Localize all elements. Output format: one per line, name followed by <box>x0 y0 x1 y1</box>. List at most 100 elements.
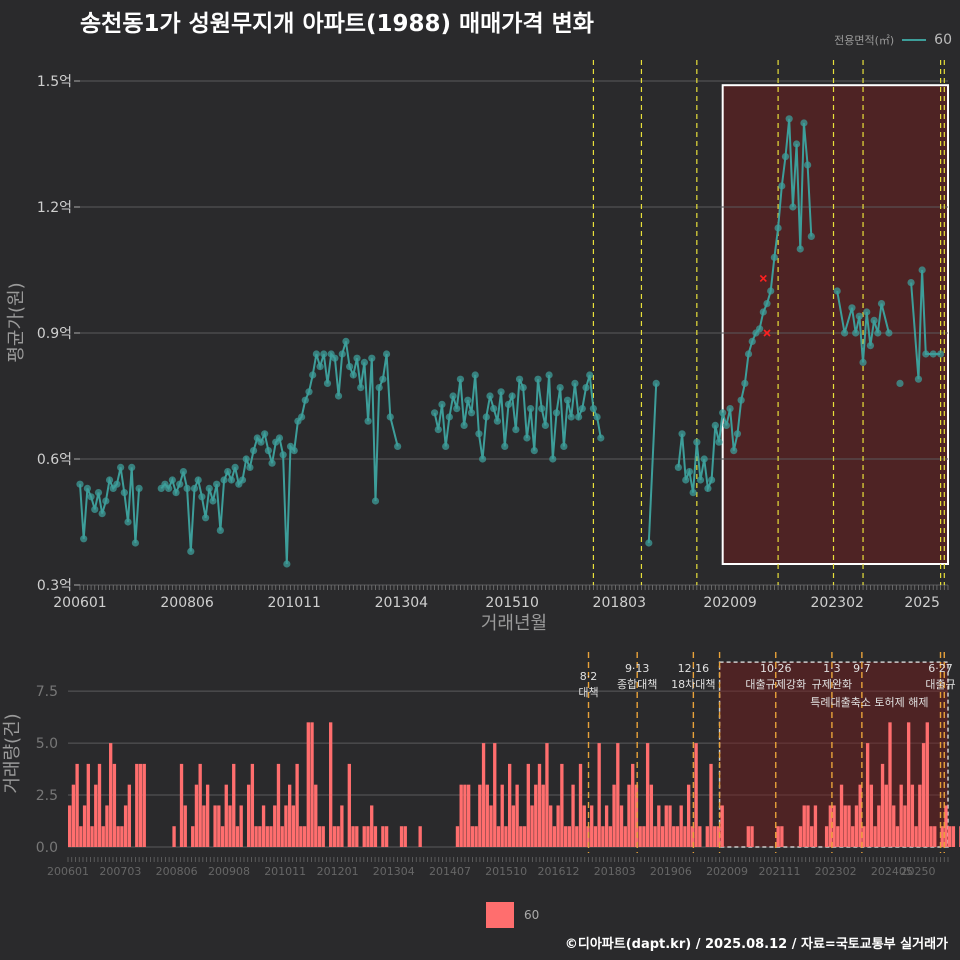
volume-bar <box>351 826 355 847</box>
price-point <box>490 405 498 413</box>
price-point <box>678 430 686 438</box>
price-point <box>493 417 501 425</box>
x-tick-label: 201803 <box>594 865 636 878</box>
price-point <box>504 400 513 408</box>
volume-bar <box>552 826 557 847</box>
volume-bar <box>284 805 288 847</box>
volume-bar <box>403 826 407 847</box>
volume-bar <box>135 763 139 847</box>
price-point <box>545 371 553 379</box>
volume-bar <box>366 826 370 847</box>
x-tick-label: 200601 <box>53 595 106 611</box>
volume-bar <box>567 826 571 847</box>
price-point <box>309 371 317 379</box>
price-point <box>105 476 114 484</box>
policy-annotation-date: 9·7 <box>853 662 871 675</box>
volume-bar <box>254 826 258 847</box>
volume-bar <box>623 826 627 847</box>
x-tick-label: 201304 <box>373 865 415 878</box>
volume-bar <box>213 805 217 847</box>
x-tick-label: 202302 <box>815 865 857 878</box>
volume-bar <box>705 826 709 847</box>
y-tick-label: 0.3억 <box>37 578 72 594</box>
volume-bar <box>232 763 236 847</box>
volume-bar <box>493 743 497 847</box>
volume-bar <box>302 826 307 847</box>
volume-bar <box>880 763 885 847</box>
volume-bar <box>508 763 512 847</box>
volume-bar <box>370 805 374 847</box>
volume-bar <box>810 826 814 847</box>
volume-bar <box>217 805 221 847</box>
price-point <box>937 350 945 358</box>
price-point <box>778 182 786 190</box>
x-tick-label: 201011 <box>264 865 306 878</box>
volume-bar <box>545 743 549 847</box>
volume-bar <box>94 784 98 847</box>
x-tick-label: 202009 <box>703 595 756 611</box>
price-point <box>187 547 195 556</box>
volume-bar <box>340 805 344 847</box>
price-point <box>449 392 457 400</box>
volume-bar <box>381 826 385 847</box>
x-tick-label: 200806 <box>156 865 198 878</box>
price-point <box>279 451 287 459</box>
price-point <box>807 232 815 240</box>
volume-bar <box>612 784 616 847</box>
volume-bar <box>90 826 94 847</box>
y-tick-label: 0.6억 <box>37 452 72 468</box>
volume-bar <box>575 826 579 847</box>
volume-bar <box>675 826 680 847</box>
volume-bar <box>690 826 695 847</box>
price-point <box>541 421 549 429</box>
volume-bar <box>265 826 269 847</box>
volume-bar <box>813 805 818 847</box>
policy-annotation-date: 9·13 <box>625 662 650 675</box>
volume-bar <box>530 805 534 847</box>
volume-bar <box>832 805 836 847</box>
price-point <box>91 505 99 513</box>
volume-bar <box>593 826 598 847</box>
price-point <box>482 413 490 421</box>
price-point <box>696 476 705 484</box>
price-point <box>98 509 106 518</box>
volume-bar <box>295 763 299 847</box>
price-point <box>205 484 213 492</box>
price-point <box>578 405 586 413</box>
red-marker <box>763 329 771 337</box>
price-point <box>556 384 564 392</box>
volume-bar <box>839 784 844 847</box>
price-point <box>870 316 878 324</box>
volume-bar <box>332 826 337 847</box>
y-axis-title: 평균가(원) <box>6 282 27 362</box>
price-point <box>552 409 561 417</box>
price-point <box>94 489 103 497</box>
volume-bar <box>179 763 184 847</box>
price-point <box>866 342 875 350</box>
y-tick-label: 1.2억 <box>37 200 72 216</box>
legend-line-swatch <box>902 39 927 41</box>
volume-bar <box>79 826 83 847</box>
volume-bar <box>571 784 575 847</box>
volume-bar <box>474 826 478 847</box>
price-point <box>789 203 797 211</box>
price-point <box>800 119 808 127</box>
price-point <box>486 392 494 400</box>
policy-annotation-text: 대출규 <box>925 678 955 691</box>
price-point <box>652 379 660 387</box>
price-point <box>744 350 753 358</box>
price-point <box>305 388 313 396</box>
price-point <box>918 266 926 274</box>
price-point <box>549 455 557 463</box>
price-point <box>855 312 863 320</box>
policy-annotation-date: 8·2 <box>580 670 598 683</box>
y-tick-label: 0.9억 <box>37 326 72 342</box>
price-point <box>117 463 125 471</box>
volume-bar <box>317 826 322 847</box>
legend-bar-label: 60 <box>524 908 540 922</box>
x-axis-title: 거래년월 <box>481 613 547 634</box>
price-point <box>242 455 250 463</box>
price-line-segment <box>647 383 658 544</box>
price-point <box>804 161 812 169</box>
volume-bar <box>608 826 613 847</box>
